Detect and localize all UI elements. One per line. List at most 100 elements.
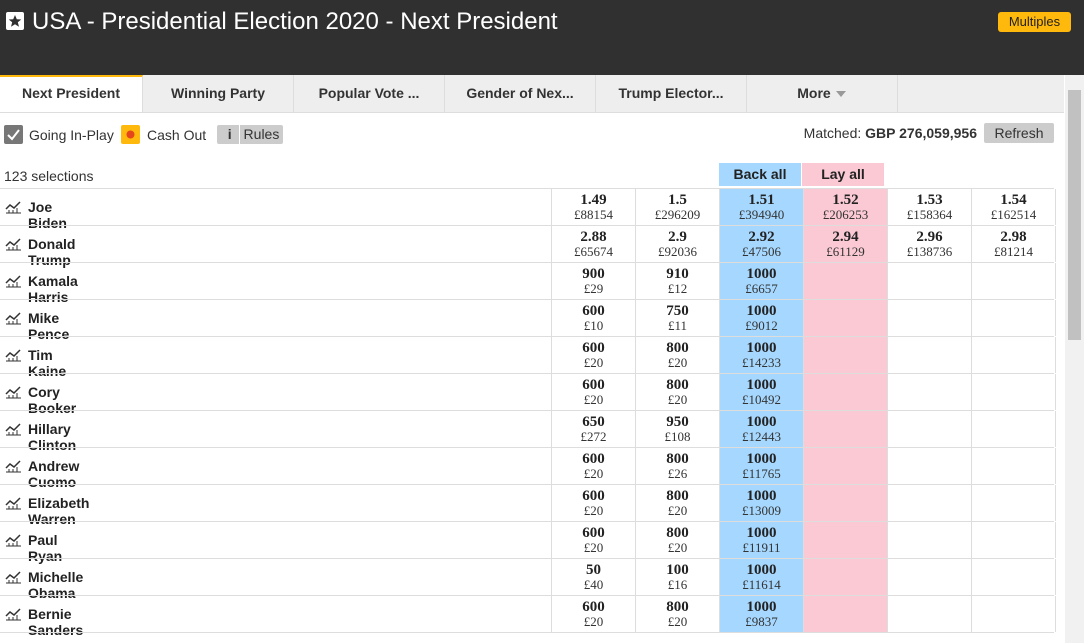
price-cell[interactable]: 1.5 £296209 [635,189,719,225]
price-cell[interactable]: 800 £20 [635,374,719,410]
chart-icon[interactable] [5,422,22,436]
runner-name[interactable]: Paul Ryan [28,532,63,564]
lay-all-button[interactable]: Lay all [802,163,884,186]
price-cell[interactable]: 950 £108 [635,411,719,447]
price-cell[interactable] [887,559,971,595]
price-cell[interactable] [803,559,887,595]
price-cell[interactable] [887,300,971,336]
price-cell[interactable] [971,559,1056,595]
price-cell[interactable]: 800 £20 [635,522,719,558]
back-all-button[interactable]: Back all [719,163,801,186]
price-cell[interactable]: 1000 £11614 [719,559,803,595]
price-cell[interactable]: 1000 £12443 [719,411,803,447]
chart-icon[interactable] [5,570,22,584]
tab[interactable]: Popular Vote ... [294,75,445,112]
price-cell[interactable]: 600 £10 [551,300,635,336]
price-cell[interactable]: 1000 £9012 [719,300,803,336]
price-cell[interactable]: 1000 £14233 [719,337,803,373]
runner-name[interactable]: Kamala Harris [28,273,78,305]
price-cell[interactable] [971,448,1056,484]
price-cell[interactable]: 1.54 £162514 [971,189,1056,225]
runner-name[interactable]: Mike Pence [28,310,70,342]
price-cell[interactable]: 2.94 £61129 [803,226,887,262]
price-cell[interactable]: 800 £26 [635,448,719,484]
price-cell[interactable]: 100 £16 [635,559,719,595]
price-cell[interactable] [887,411,971,447]
price-cell[interactable]: 1.52 £206253 [803,189,887,225]
chart-icon[interactable] [5,274,22,288]
price-cell[interactable] [887,596,971,632]
price-cell[interactable] [971,263,1056,299]
price-cell[interactable] [803,411,887,447]
price-cell[interactable]: 910 £12 [635,263,719,299]
price-cell[interactable] [887,522,971,558]
price-cell[interactable]: 2.88 £65674 [551,226,635,262]
in-play-checkbox[interactable] [4,125,23,144]
runner-name[interactable]: Cory Booker [28,384,77,416]
price-cell[interactable]: 650 £272 [551,411,635,447]
price-cell[interactable] [803,337,887,373]
runner-name[interactable]: Michelle Obama [28,569,84,601]
price-cell[interactable] [887,448,971,484]
runner-name[interactable]: Elizabeth Warren [28,495,90,527]
runner-name[interactable]: Hillary Clinton [28,421,77,453]
price-cell[interactable] [803,448,887,484]
price-cell[interactable] [803,374,887,410]
runner-name[interactable]: Donald Trump [28,236,76,268]
price-cell[interactable] [887,485,971,521]
price-cell[interactable] [887,374,971,410]
price-cell[interactable] [971,374,1056,410]
price-cell[interactable] [971,300,1056,336]
tab[interactable]: Gender of Nex... [445,75,596,112]
favourite-star[interactable] [6,12,24,30]
price-cell[interactable]: 800 £20 [635,337,719,373]
price-cell[interactable]: 1000 £6657 [719,263,803,299]
price-cell[interactable] [803,596,887,632]
price-cell[interactable] [803,263,887,299]
price-cell[interactable] [803,485,887,521]
tab[interactable]: Next President [0,75,143,112]
price-cell[interactable]: 1.49 £88154 [551,189,635,225]
price-cell[interactable]: 1000 £11765 [719,448,803,484]
price-cell[interactable] [971,337,1056,373]
price-cell[interactable]: 2.92 £47506 [719,226,803,262]
price-cell[interactable] [971,596,1056,632]
refresh-button[interactable]: Refresh [984,123,1054,143]
price-cell[interactable]: 900 £29 [551,263,635,299]
rules-button[interactable]: i Rules [217,125,283,144]
price-cell[interactable]: 600 £20 [551,374,635,410]
chart-icon[interactable] [5,533,22,547]
chart-icon[interactable] [5,200,22,214]
cash-out-icon[interactable] [121,125,140,144]
price-cell[interactable] [803,522,887,558]
tab[interactable]: Trump Elector... [596,75,747,112]
price-cell[interactable]: 1000 £11911 [719,522,803,558]
price-cell[interactable]: 1000 £9837 [719,596,803,632]
multiples-button[interactable]: Multiples [998,12,1071,32]
price-cell[interactable]: 1000 £10492 [719,374,803,410]
chart-icon[interactable] [5,311,22,325]
price-cell[interactable] [887,337,971,373]
chart-icon[interactable] [5,459,22,473]
chart-icon[interactable] [5,348,22,362]
price-cell[interactable]: 600 £20 [551,596,635,632]
price-cell[interactable]: 50 £40 [551,559,635,595]
price-cell[interactable]: 600 £20 [551,485,635,521]
price-cell[interactable]: 800 £20 [635,485,719,521]
price-cell[interactable]: 1.53 £158364 [887,189,971,225]
chart-icon[interactable] [5,496,22,510]
chart-icon[interactable] [5,385,22,399]
price-cell[interactable]: 600 £20 [551,337,635,373]
price-cell[interactable] [971,522,1056,558]
price-cell[interactable] [971,485,1056,521]
price-cell[interactable] [887,263,971,299]
price-cell[interactable]: 1000 £13009 [719,485,803,521]
price-cell[interactable]: 1.51 £394940 [719,189,803,225]
price-cell[interactable]: 750 £11 [635,300,719,336]
runner-name[interactable]: Tim Kaine [28,347,67,379]
price-cell[interactable]: 600 £20 [551,448,635,484]
runner-name[interactable]: Andrew Cuomo [28,458,80,490]
price-cell[interactable]: 600 £20 [551,522,635,558]
runner-name[interactable]: Bernie Sanders [28,606,84,638]
chart-icon[interactable] [5,237,22,251]
